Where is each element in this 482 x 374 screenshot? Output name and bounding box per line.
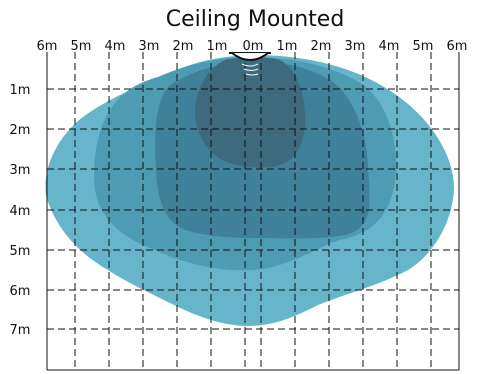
y-tick-label: 7m: [10, 323, 31, 338]
x-tick-label: 1m: [207, 39, 228, 54]
distance-grid: [46, 52, 460, 371]
sensor-dome: [231, 52, 269, 61]
detection-zone-core: [195, 57, 306, 168]
x-tick-label: 5m: [71, 39, 92, 54]
x-tick-label: 6m: [37, 39, 58, 54]
y-tick-label: 6m: [10, 284, 31, 299]
x-tick-label: 3m: [139, 39, 160, 54]
x-tick-label: 0m: [243, 39, 264, 54]
detection-zones: [45, 55, 455, 326]
y-tick-label: 2m: [10, 123, 31, 138]
x-tick-label: 4m: [379, 39, 400, 54]
diagram-title: Ceiling Mounted: [166, 7, 345, 32]
y-tick-label: 3m: [10, 163, 31, 178]
x-axis-labels: 6m 5m 4m 3m 2m 1m 0m 1m 2m 3m 4m 5m 6m: [37, 39, 468, 54]
sensor-wave: [243, 68, 259, 71]
y-axis-labels: 1m 2m 3m 4m 5m 6m 7m: [10, 83, 31, 338]
x-tick-label: 1m: [277, 39, 298, 54]
x-tick-label: 6m: [447, 39, 468, 54]
sensor-wave: [241, 63, 259, 67]
y-tick-label: 4m: [10, 204, 31, 219]
x-tick-label: 2m: [311, 39, 332, 54]
sensor-wave: [245, 73, 259, 76]
x-tick-label: 4m: [105, 39, 126, 54]
x-tick-label: 5m: [413, 39, 434, 54]
x-tick-label: 2m: [173, 39, 194, 54]
y-tick-label: 5m: [10, 244, 31, 259]
y-tick-label: 1m: [10, 83, 31, 98]
x-tick-label: 3m: [345, 39, 366, 54]
ceiling-sensor-icon: [229, 52, 271, 76]
